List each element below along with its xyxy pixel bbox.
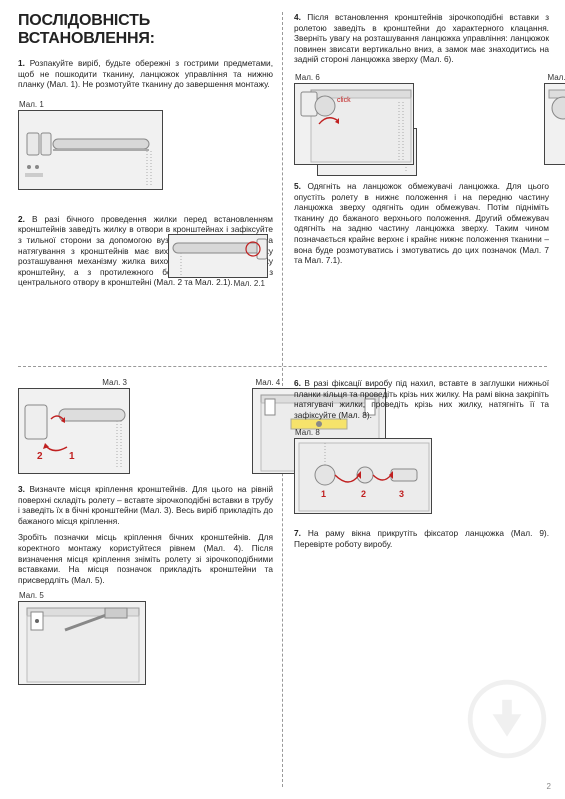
figure-8: Мал. 8 1 2 3 <box>294 438 432 514</box>
figure-5: Мал. 5 <box>18 601 146 685</box>
fig-5-group: Мал. 5 <box>18 591 273 687</box>
step-6-body: В разі фіксації виробу під нахил, вставт… <box>294 378 549 420</box>
figure-2-1: Мал. 2.1 <box>168 234 268 278</box>
step-4-body: Після встановлення кронштейнів зірочкопо… <box>294 12 549 64</box>
fig-8-9-group: Мал. 8 1 2 3 Мал. 9 <box>294 426 549 518</box>
figure-6-svg: click <box>295 84 415 166</box>
horizontal-divider-1 <box>18 366 547 367</box>
figure-8-svg: 1 2 3 <box>295 439 433 515</box>
figure-7: Мал. 7 <box>544 83 565 165</box>
click-label: click <box>337 97 351 104</box>
svg-text:2: 2 <box>361 489 366 499</box>
svg-text:3: 3 <box>399 489 404 499</box>
svg-text:1: 1 <box>69 451 75 462</box>
fig-6-7-group: Мал. 6 click Мал. 7 <box>294 71 549 169</box>
figure-1-label: Мал. 1 <box>19 100 44 109</box>
step-5-body: Одягніть на ланцюжок обмежувачі ланцюжка… <box>294 181 549 265</box>
figure-6-label: Мал. 6 <box>295 73 320 82</box>
step-4-text: 4. Після встановлення кронштейнів зірочк… <box>294 12 549 65</box>
step-1-text: 1. Розпакуйте виріб, будьте обережні з г… <box>18 58 273 90</box>
step-7-body: На раму вікна прикрутіть фіксатор ланцюж… <box>294 528 549 549</box>
section-top-left: ПОСЛІДОВНІСТЬ ВСТАНОВЛЕННЯ: 1. Розпакуйт… <box>18 12 273 294</box>
step-3b-text: Зробіть позначки місць кріплення бічних … <box>18 532 273 585</box>
watermark-icon <box>467 679 547 759</box>
step-3a-text: 3. Визначте місця кріплення кронштейнів.… <box>18 484 273 526</box>
figure-3: Мал. 3 2 1 <box>18 388 130 474</box>
figure-4-label: Мал. 4 <box>255 378 280 387</box>
figure-8-label: Мал. 8 <box>295 428 320 437</box>
step-7-num: 7. <box>294 528 301 538</box>
figure-5-svg <box>19 602 147 686</box>
step-5-text: 5. Одягніть на ланцюжок обмежувачі ланцю… <box>294 181 549 266</box>
fig-3-4-group: Мал. 3 2 1 Мал. 4 <box>18 378 273 476</box>
step-6-text: 6. В разі фіксації виробу під нахил, вст… <box>294 378 549 420</box>
section-top-right: 4. Після встановлення кронштейнів зірочк… <box>294 12 549 272</box>
svg-text:2: 2 <box>37 451 43 462</box>
section-bottom-left: Мал. 3 2 1 Мал. 4 <box>18 378 273 687</box>
step-6-num: 6. <box>294 378 301 388</box>
step-7-text: 7. На раму вікна прикрутіть фіксатор лан… <box>294 528 549 549</box>
figure-3-svg: 2 1 <box>19 389 131 475</box>
step-1-num: 1. <box>18 58 25 68</box>
step-5-num: 5. <box>294 181 301 191</box>
svg-text:1: 1 <box>321 489 326 499</box>
step-3-num: 3. <box>18 484 25 494</box>
fig-1-2-group: Мал. 1 Мал. 2 <box>18 96 273 198</box>
figure-6: Мал. 6 click <box>294 83 414 165</box>
section-bottom-right: 6. В разі фіксації виробу під нахил, вст… <box>294 378 549 556</box>
figure-3-label: Мал. 3 <box>102 378 127 387</box>
figure-7-svg <box>545 84 565 166</box>
page-number: 2 <box>547 782 551 791</box>
figure-2-1-label: Мал. 2.1 <box>234 279 265 288</box>
page-title: ПОСЛІДОВНІСТЬ ВСТАНОВЛЕННЯ: <box>18 12 273 48</box>
figure-5-label: Мал. 5 <box>19 591 44 600</box>
figure-7-label: Мал. 7 <box>547 73 565 82</box>
instruction-page: ПОСЛІДОВНІСТЬ ВСТАНОВЛЕННЯ: 1. Розпакуйт… <box>0 0 565 799</box>
step-3b-body: Зробіть позначки місць кріплення бічних … <box>18 532 273 584</box>
figure-1-svg <box>19 111 164 191</box>
step-4-num: 4. <box>294 12 301 22</box>
figure-1: Мал. 1 <box>18 110 163 190</box>
figure-2-1-svg <box>169 235 269 279</box>
step-1-body: Розпакуйте виріб, будьте обережні з гост… <box>18 58 273 89</box>
step-3a-body: Визначте місця кріплення кронштейнів. Дл… <box>18 484 273 526</box>
